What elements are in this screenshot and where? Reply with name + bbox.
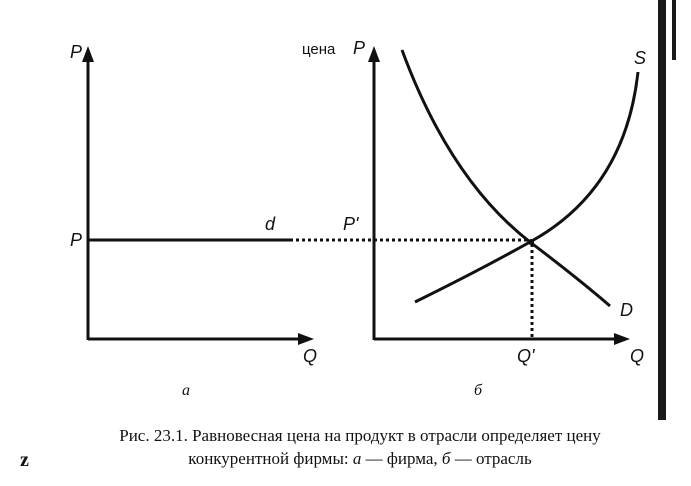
caption-b-letter: б [441, 449, 451, 468]
panel-a-y-axis-label: P [70, 42, 82, 62]
caption-b-text: — отрасль [450, 449, 532, 468]
figure-caption: Рис. 23.1. Равновесная цена на продукт в… [40, 424, 680, 470]
panel-b-y-arrow [368, 46, 380, 62]
panel-b: цена P P' S D Q' Q б [302, 38, 646, 399]
panel-a-price-label: P [70, 230, 82, 250]
panel-b-x-axis-label: Q [630, 346, 644, 366]
supply-label: S [634, 48, 646, 68]
equilibrium-point [528, 239, 534, 245]
page-mark: z [20, 449, 29, 471]
caption-a-letter: а [352, 449, 362, 468]
caption-line-2-start: конкурентной фирмы: [188, 449, 353, 468]
caption-line-2: конкурентной фирмы: а — фирма, б — отрас… [40, 447, 680, 470]
supply-curve [414, 71, 640, 304]
demand-label: D [620, 300, 633, 320]
equilibrium-quantity-label: Q' [517, 346, 535, 366]
page-edge-shadow [658, 0, 666, 420]
panel-a: P P d Q а [70, 42, 530, 399]
panel-a-x-arrow [298, 333, 314, 345]
demand-curve [400, 49, 611, 308]
caption-a-text: — фирма, [361, 449, 442, 468]
page-edge-shadow-2 [672, 0, 676, 60]
panel-a-x-axis-label: Q [303, 346, 317, 366]
panel-a-sublabel: а [182, 382, 190, 399]
caption-line-1: Рис. 23.1. Равновесная цена на продукт в… [119, 426, 601, 445]
equilibrium-price-label: P' [343, 214, 359, 234]
panel-b-x-arrow [614, 333, 630, 345]
panel-b-y-axis-word: цена [302, 41, 336, 58]
panel-a-y-arrow [82, 46, 94, 62]
panel-b-sublabel: б [474, 382, 483, 399]
panel-a-demand-label: d [265, 214, 276, 234]
panel-b-y-axis-label: P [353, 38, 365, 58]
